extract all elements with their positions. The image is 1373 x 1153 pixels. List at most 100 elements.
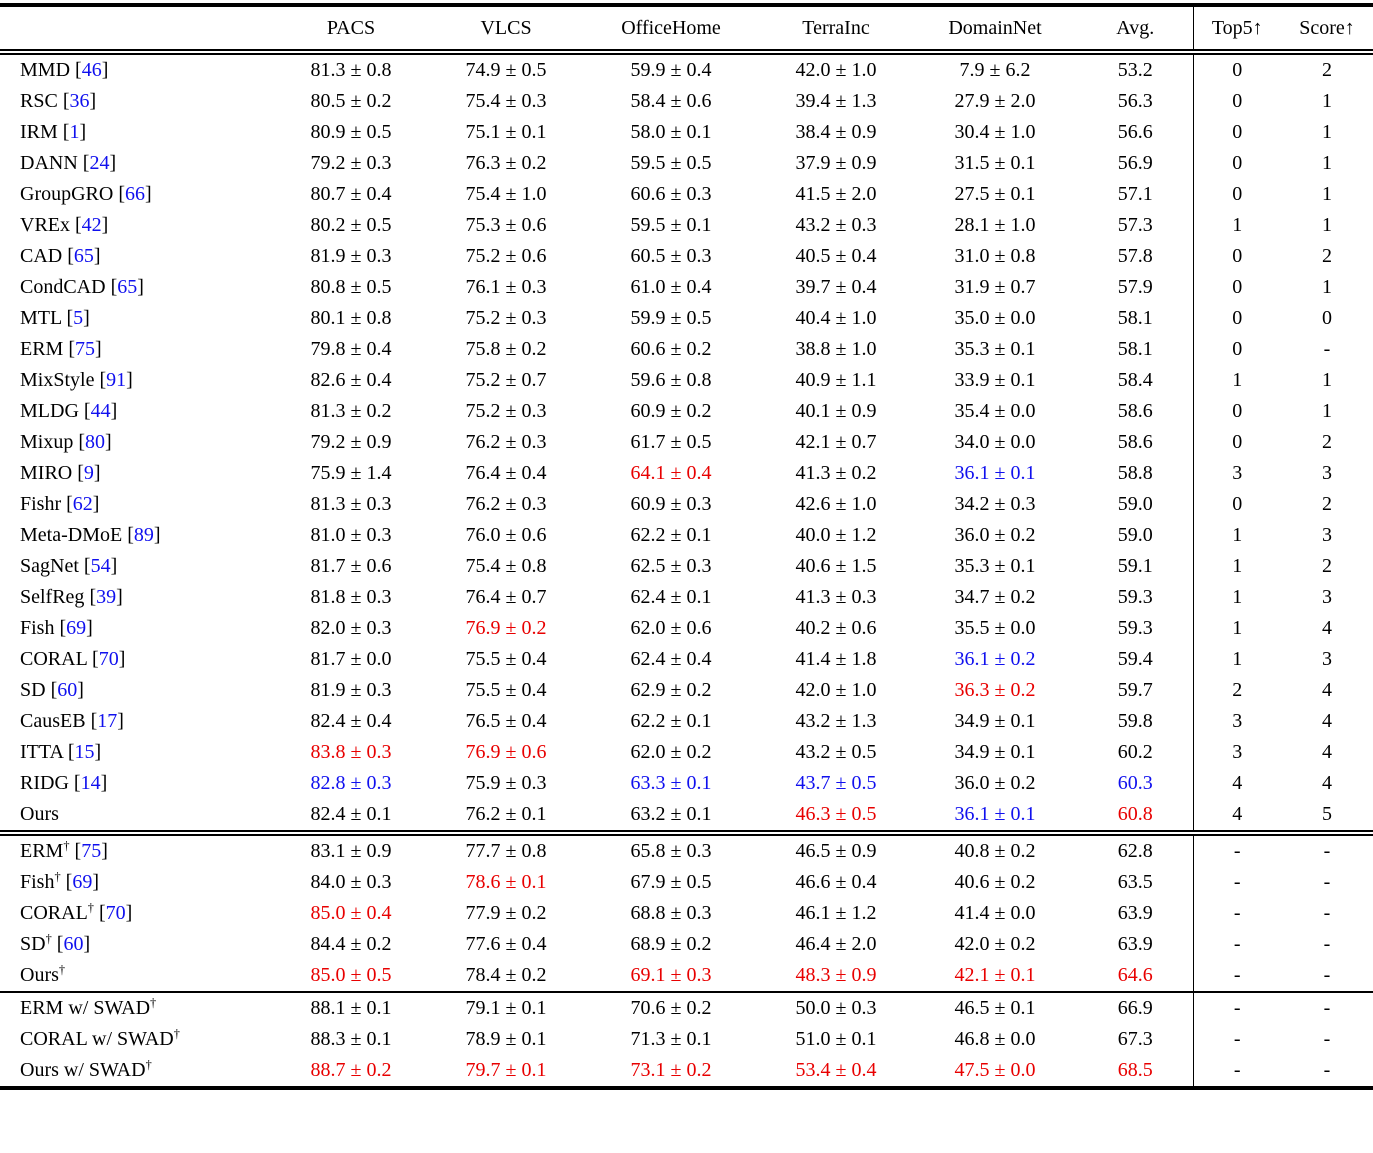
value-cell: 81.3 ± 0.2	[310, 400, 392, 422]
score-cell: 1	[1322, 152, 1332, 174]
citation-link[interactable]: 9	[83, 462, 94, 484]
value-cell: 76.4 ± 0.7	[465, 586, 547, 608]
score-cell: 1	[1322, 369, 1332, 391]
score-cell: 4	[1322, 741, 1332, 763]
citation-link[interactable]: 65	[117, 276, 138, 298]
citation-link[interactable]: 60	[63, 933, 84, 955]
citation-link[interactable]: 89	[133, 524, 154, 546]
top5-cell: 4	[1192, 768, 1281, 799]
value-cell: 62.5 ± 0.3	[630, 555, 712, 577]
value-cell: 34.9 ± 0.1	[954, 710, 1036, 732]
table-row: CORAL [70] 81.7 ± 0.0 75.5 ± 0.4 62.4 ± 0.4…	[0, 644, 1373, 675]
citation-link[interactable]: 24	[89, 152, 110, 174]
citation-link[interactable]: 15	[74, 741, 95, 763]
value-cell: 41.4 ± 0.0	[954, 902, 1036, 924]
value-cell: 46.5 ± 0.9	[760, 830, 912, 867]
score-cell: -	[1323, 964, 1331, 986]
column-header-avg: Avg.	[1078, 5, 1193, 55]
value-cell: 75.4 ± 0.8	[465, 555, 547, 577]
table-row: RIDG [14] 82.8 ± 0.3 75.9 ± 0.3 63.3 ± 0.1 4…	[0, 768, 1373, 799]
avg-cell: 59.7	[1117, 679, 1153, 701]
value-cell: 60.6 ± 0.2	[630, 338, 712, 360]
value-cell: 28.1 ± 1.0	[954, 214, 1036, 236]
score-cell: 1	[1322, 214, 1332, 236]
method-cell: GroupGRO [66]	[20, 183, 152, 205]
value-cell: 30.4 ± 1.0	[954, 121, 1036, 143]
top5-cell: 0	[1192, 303, 1281, 334]
score-cell: -	[1323, 871, 1331, 893]
citation-link[interactable]: 69	[66, 617, 87, 639]
value-cell: 81.9 ± 0.3	[310, 245, 392, 267]
value-cell: 36.0 ± 0.2	[954, 524, 1036, 546]
table-row: GroupGRO [66] 80.7 ± 0.4 75.4 ± 1.0 60.6 ± …	[0, 179, 1373, 210]
citation-link[interactable]: 65	[73, 245, 94, 267]
value-cell: 76.5 ± 0.4	[465, 710, 547, 732]
top5-cell: 0	[1192, 427, 1281, 458]
value-cell: 85.0 ± 0.4	[310, 902, 392, 924]
value-cell: 59.5 ± 0.1	[630, 214, 712, 236]
citation-link[interactable]: 5	[73, 307, 84, 329]
value-cell: 79.8 ± 0.4	[310, 338, 392, 360]
column-header-vlcs: VLCS	[430, 5, 582, 55]
value-cell: 81.7 ± 0.6	[310, 555, 392, 577]
score-cell: 2	[1322, 493, 1332, 515]
score-cell: 1	[1322, 90, 1332, 112]
value-cell: 64.1 ± 0.4	[630, 462, 712, 484]
avg-cell: 59.1	[1117, 555, 1153, 577]
dagger-mark: †	[45, 931, 52, 946]
score-cell: 2	[1322, 59, 1332, 81]
column-header-score: Score↑	[1281, 5, 1373, 55]
method-cell: Fish [69]	[20, 617, 93, 639]
citation-link[interactable]: 62	[72, 493, 93, 515]
table-row: SD [60] 81.9 ± 0.3 75.5 ± 0.4 62.9 ± 0.2 42.…	[0, 675, 1373, 706]
value-cell: 79.7 ± 0.1	[465, 1059, 547, 1081]
citation-link[interactable]: 36	[69, 90, 90, 112]
citation-link[interactable]: 75	[81, 840, 102, 862]
column-header-pacs: PACS	[272, 5, 430, 55]
citation-link[interactable]: 66	[125, 183, 146, 205]
value-cell: 63.3 ± 0.1	[630, 772, 712, 794]
citation-link[interactable]: 14	[80, 772, 101, 794]
value-cell: 88.3 ± 0.1	[310, 1028, 392, 1050]
table-row: DANN [24] 79.2 ± 0.3 76.3 ± 0.2 59.5 ± 0.5 3…	[0, 148, 1373, 179]
method-cell: MTL [5]	[20, 307, 90, 329]
citation-link[interactable]: 69	[72, 871, 93, 893]
citation-link[interactable]: 39	[96, 586, 117, 608]
citation-link[interactable]: 70	[98, 648, 119, 670]
citation-link[interactable]: 46	[81, 59, 102, 81]
citation-link[interactable]: 80	[85, 431, 106, 453]
avg-cell: 59.0	[1117, 493, 1153, 515]
avg-cell: 56.9	[1117, 152, 1153, 174]
value-cell: 76.1 ± 0.3	[465, 276, 547, 298]
citation-link[interactable]: 42	[81, 214, 102, 236]
score-cell: 4	[1322, 710, 1332, 732]
column-header-terrainc: TerraInc	[760, 5, 912, 55]
top5-cell: 1	[1192, 365, 1281, 396]
citation-link[interactable]: 1	[69, 121, 80, 143]
citation-link[interactable]: 75	[75, 338, 96, 360]
value-cell: 42.0 ± 0.2	[954, 933, 1036, 955]
top5-cell: 0	[1192, 179, 1281, 210]
top5-cell: -	[1192, 867, 1281, 898]
top5-cell: 0	[1192, 396, 1281, 427]
column-header-officehome: OfficeHome	[582, 5, 760, 55]
value-cell: 40.4 ± 1.0	[795, 307, 877, 329]
value-cell: 74.9 ± 0.5	[465, 59, 547, 81]
method-cell: Ours†	[20, 962, 66, 986]
avg-cell: 60.2	[1117, 741, 1153, 763]
value-cell: 76.2 ± 0.3	[465, 493, 547, 515]
value-cell: 43.2 ± 0.3	[795, 214, 877, 236]
value-cell: 42.1 ± 0.7	[795, 431, 877, 453]
dagger-mark: †	[145, 1057, 152, 1072]
dagger-mark: †	[150, 995, 157, 1010]
citation-link[interactable]: 44	[90, 400, 111, 422]
value-cell: 59.6 ± 0.8	[630, 369, 712, 391]
citation-link[interactable]: 54	[90, 555, 111, 577]
citation-link[interactable]: 17	[97, 710, 118, 732]
value-cell: 40.5 ± 0.4	[795, 245, 877, 267]
method-cell: MIRO [9]	[20, 462, 101, 484]
method-cell: ERM w/ SWAD†	[0, 991, 272, 1024]
citation-link[interactable]: 60	[57, 679, 78, 701]
citation-link[interactable]: 70	[105, 902, 126, 924]
citation-link[interactable]: 91	[106, 369, 127, 391]
